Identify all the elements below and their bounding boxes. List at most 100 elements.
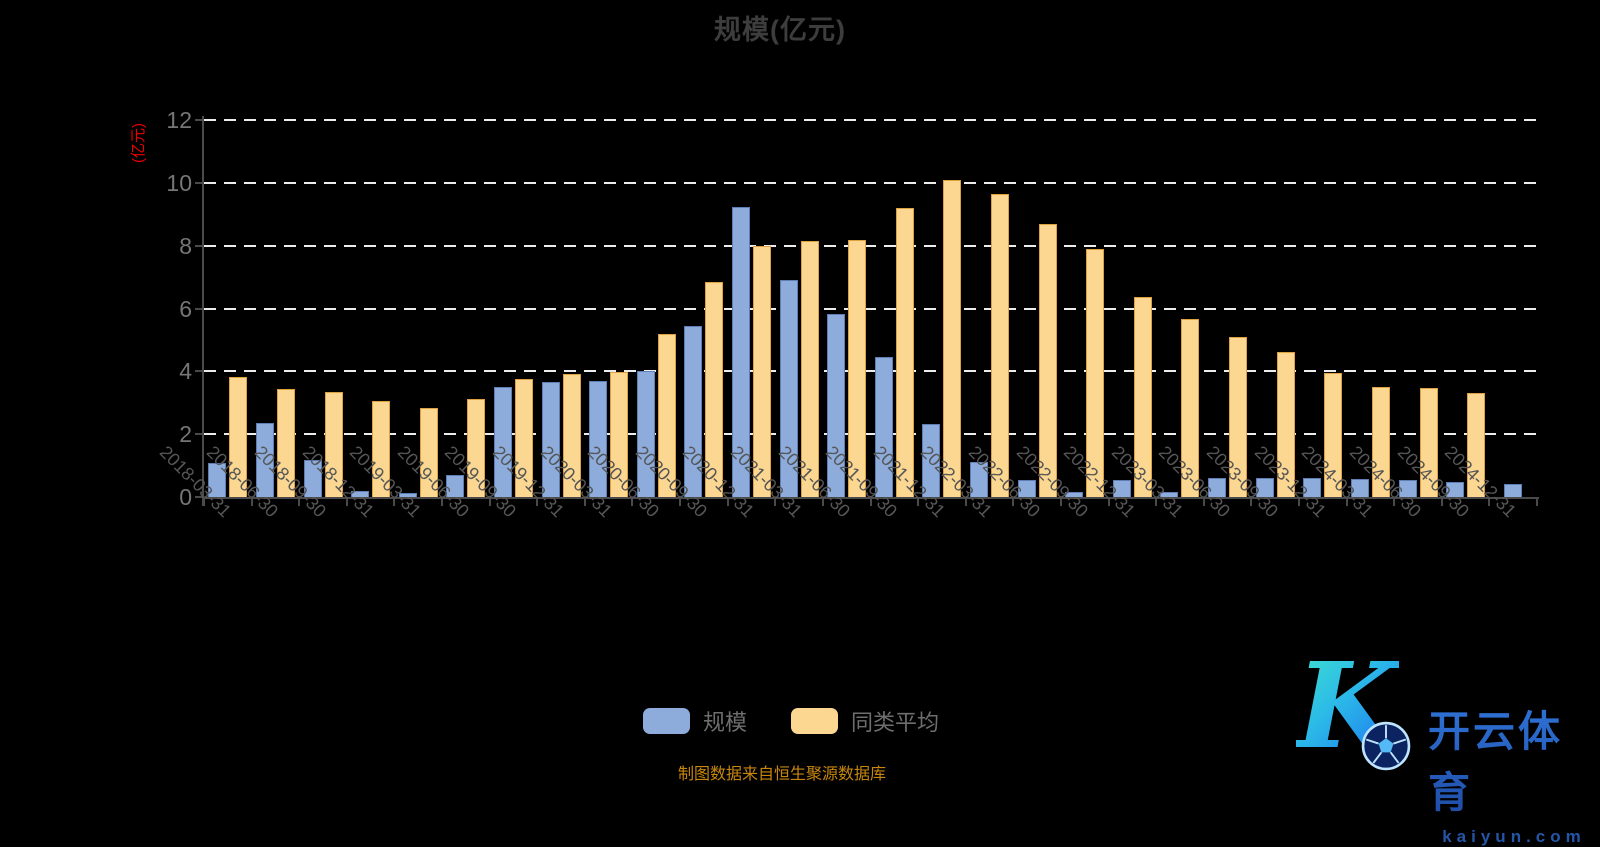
bar-group-2022-03-31 bbox=[966, 120, 1014, 497]
bar-规模-2021-06-30 bbox=[827, 314, 846, 497]
y-axis-label-8: 8 bbox=[179, 232, 192, 259]
bar-同类平均-2018-03-31 bbox=[229, 377, 248, 497]
bar-series-layer bbox=[204, 120, 1537, 497]
bar-同类平均-2020-03-31 bbox=[610, 372, 629, 497]
x-tick-17 bbox=[1012, 499, 1015, 506]
bar-group-2019-12-31 bbox=[537, 120, 585, 497]
plot-area: 0 2 4 6 8 10 12 2018-03-31 2018-06-30 2018-09-30… bbox=[156, 107, 1539, 521]
bar-同类平均-2020-06-30 bbox=[657, 333, 676, 497]
x-tick-10 bbox=[679, 499, 682, 506]
bar-规模-2018-03-31 bbox=[208, 463, 227, 497]
y-axis-label-12: 12 bbox=[166, 107, 192, 133]
bar-规模-2018-09-30 bbox=[303, 459, 322, 497]
bar-规模-2023-09-30 bbox=[1255, 477, 1274, 497]
bar-group-2020-06-30 bbox=[632, 120, 680, 497]
bar-规模-2022-06-30 bbox=[1017, 479, 1036, 497]
bar-同类平均-2020-12-31 bbox=[753, 246, 771, 497]
legend-label-average: 同类平均 bbox=[851, 710, 940, 735]
bar-group-2022-09-30 bbox=[1061, 120, 1109, 497]
legend: 规模 同类平均 bbox=[0, 705, 1582, 737]
bar-同类平均-2021-06-30 bbox=[848, 239, 867, 497]
bar-group-2024-03-31 bbox=[1347, 120, 1395, 497]
bar-group-2018-06-30 bbox=[252, 120, 300, 497]
bar-规模-2022-12-31 bbox=[1112, 479, 1131, 497]
bar-group-2018-09-30 bbox=[299, 120, 347, 497]
x-tick-9 bbox=[631, 499, 634, 506]
x-tick-6 bbox=[488, 499, 491, 506]
bar-同类平均-2018-12-31 bbox=[372, 400, 391, 497]
chart-title: 规模(亿元) bbox=[714, 15, 846, 45]
y-axis-label-10: 10 bbox=[166, 169, 192, 196]
bar-同类平均-2023-03-31 bbox=[1181, 318, 1200, 497]
bar-同类平均-2021-12-31 bbox=[943, 179, 962, 497]
y-tick-8 bbox=[195, 244, 202, 247]
x-tick-19 bbox=[1107, 499, 1110, 506]
bar-group-2021-03-31 bbox=[775, 120, 823, 497]
bar-规模-2024-03-31 bbox=[1350, 479, 1369, 497]
data-source-note: 制图数据来自恒生聚源数据库 bbox=[677, 766, 886, 783]
x-tick-28 bbox=[1536, 499, 1538, 506]
bar-同类平均-2019-06-30 bbox=[467, 398, 486, 497]
y-tick-6 bbox=[195, 307, 202, 310]
y-tick-12 bbox=[195, 119, 202, 121]
gridline-12 bbox=[204, 119, 1537, 121]
bar-group-2024-12-31 bbox=[1489, 120, 1537, 497]
bar-同类平均-2024-09-30 bbox=[1467, 393, 1486, 497]
bar-规模-2018-12-31 bbox=[351, 491, 370, 497]
bar-同类平均-2021-03-31 bbox=[800, 241, 819, 497]
bar-group-2019-06-30 bbox=[442, 120, 490, 497]
x-tick-12 bbox=[774, 499, 777, 506]
bar-group-2024-06-30 bbox=[1394, 120, 1442, 497]
bar-规模-2019-12-31 bbox=[541, 382, 560, 497]
bar-group-2019-03-31 bbox=[394, 120, 442, 497]
bar-group-2022-12-31 bbox=[1109, 120, 1157, 497]
gridline-6 bbox=[204, 307, 1537, 310]
bar-规模-2018-06-30 bbox=[255, 423, 274, 497]
bar-同类平均-2022-12-31 bbox=[1133, 296, 1152, 497]
y-tick-4 bbox=[195, 370, 202, 373]
bar-group-2020-09-30 bbox=[680, 120, 728, 497]
bar-同类平均-2018-06-30 bbox=[276, 388, 295, 497]
kaiyun-logo[interactable]: K 开云体育 kaiyun.com bbox=[1288, 646, 1600, 847]
x-tick-23 bbox=[1297, 499, 1300, 506]
bar-规模-2024-09-30 bbox=[1446, 482, 1465, 497]
kaiyun-wordmark: 开云体育 bbox=[1428, 698, 1600, 820]
x-tick-16 bbox=[964, 499, 967, 506]
y-axis-label-4: 4 bbox=[179, 358, 192, 385]
bar-group-2021-12-31 bbox=[918, 120, 966, 497]
soccer-ball-icon bbox=[1361, 721, 1411, 771]
bar-group-2020-03-31 bbox=[585, 120, 633, 497]
bar-规模-2020-12-31 bbox=[732, 207, 750, 497]
gridline-10 bbox=[204, 181, 1537, 184]
bar-规模-2023-06-30 bbox=[1208, 477, 1227, 497]
bar-规模-2019-09-30 bbox=[493, 387, 512, 497]
bar-group-2023-12-31 bbox=[1299, 120, 1347, 497]
bar-同类平均-2022-06-30 bbox=[1038, 223, 1057, 497]
bar-group-2023-09-30 bbox=[1251, 120, 1299, 497]
x-tick-0 bbox=[203, 499, 205, 506]
bar-group-2019-09-30 bbox=[490, 120, 538, 497]
x-tick-24 bbox=[1345, 499, 1348, 506]
bar-规模-2019-06-30 bbox=[446, 475, 465, 497]
bar-同类平均-2019-12-31 bbox=[562, 373, 581, 497]
x-tick-1 bbox=[250, 499, 253, 506]
chart-canvas: 规模(亿元) (亿元) 0 2 4 6 8 10 12 2018-03-31 2018-06-… bbox=[0, 15, 1600, 847]
x-tick-2 bbox=[298, 499, 301, 506]
legend-item-scale[interactable]: 规模 bbox=[642, 705, 747, 737]
bar-规模-2024-12-31 bbox=[1504, 483, 1523, 497]
y-tick-10 bbox=[195, 181, 202, 184]
x-tick-11 bbox=[726, 499, 729, 506]
bar-同类平均-2018-09-30 bbox=[324, 392, 343, 497]
bar-规模-2022-03-31 bbox=[970, 462, 989, 497]
bar-同类平均-2023-06-30 bbox=[1229, 337, 1248, 497]
x-axis-line bbox=[202, 497, 1539, 499]
x-tick-25 bbox=[1393, 499, 1396, 506]
bar-同类平均-2019-03-31 bbox=[419, 408, 438, 497]
gridline-4 bbox=[204, 370, 1537, 373]
bar-group-2023-06-30 bbox=[1204, 120, 1252, 497]
legend-item-average[interactable]: 同类平均 bbox=[791, 705, 939, 737]
x-tick-21 bbox=[1202, 499, 1205, 506]
x-tick-15 bbox=[917, 499, 920, 506]
x-tick-13 bbox=[821, 499, 824, 506]
x-tick-5 bbox=[441, 499, 444, 506]
